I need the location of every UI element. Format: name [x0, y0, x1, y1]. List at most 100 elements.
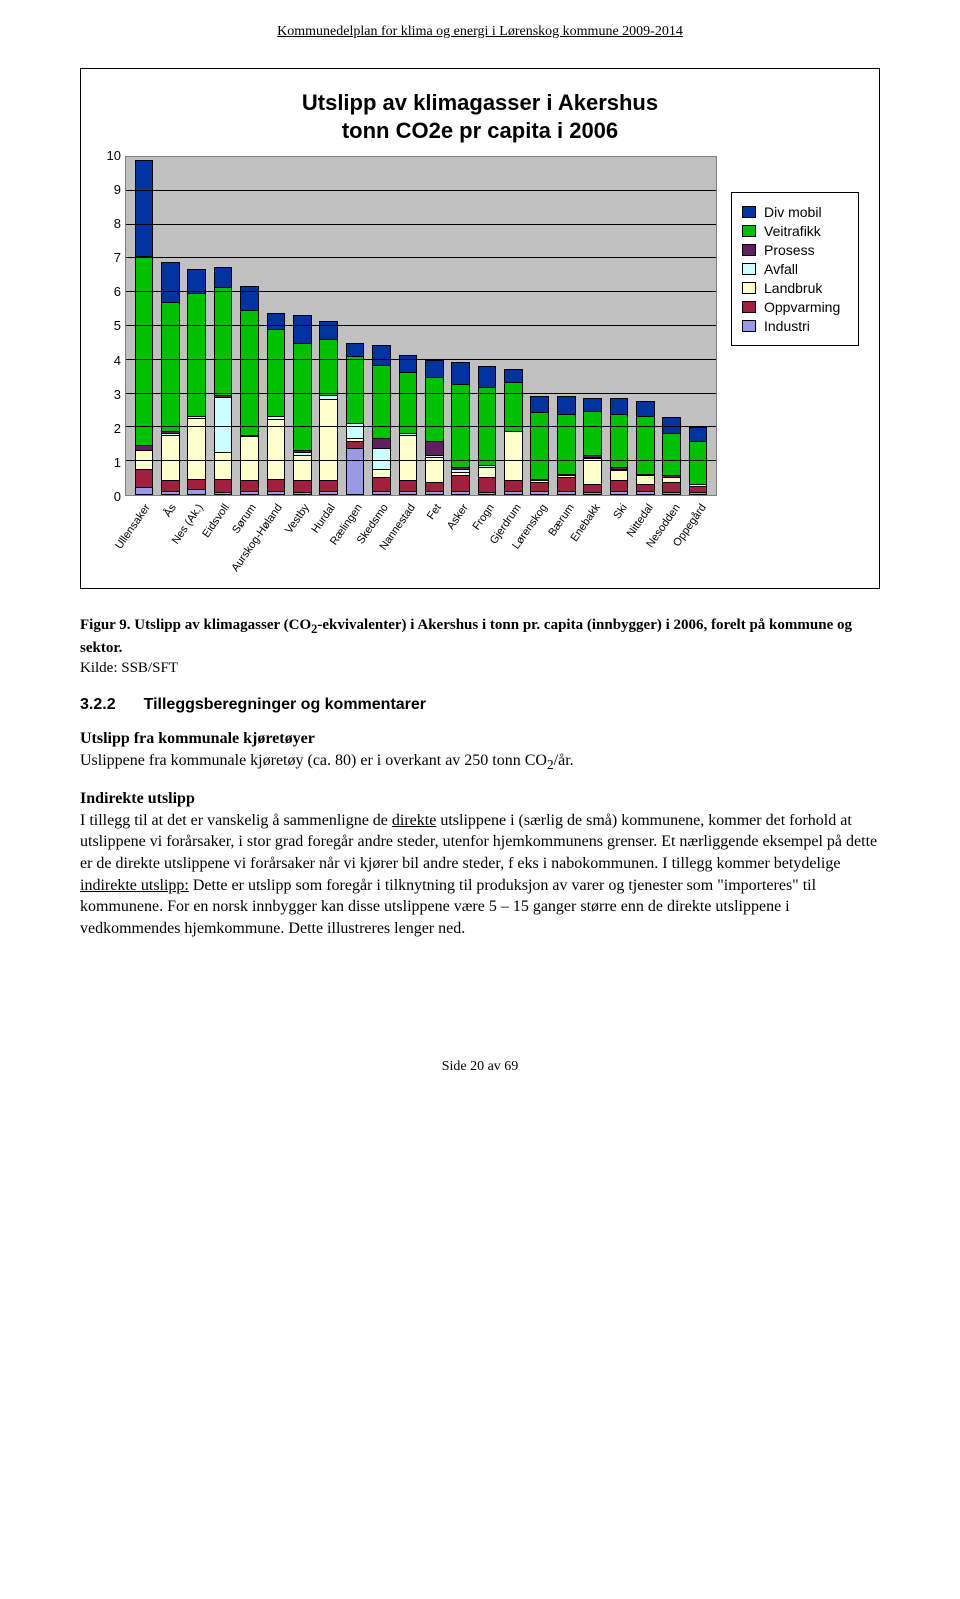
bar-slot	[449, 157, 473, 495]
bar-segment-divmobil	[347, 344, 364, 356]
bar	[267, 313, 286, 495]
para1-text-b: /år.	[554, 752, 574, 769]
bar-segment-landbruk	[373, 469, 390, 478]
bar-slot	[317, 157, 341, 495]
running-header: Kommunedelplan for klima og energi i Lør…	[80, 24, 880, 40]
bar-segment-oppvarming	[584, 484, 601, 493]
legend-label: Industri	[764, 318, 810, 334]
bar-segment-divmobil	[663, 418, 680, 433]
bar-segment-divmobil	[558, 397, 575, 414]
bar-slot	[422, 157, 446, 495]
legend-swatch	[742, 301, 756, 313]
bar-segment-oppvarming	[373, 477, 390, 491]
bar	[610, 398, 629, 495]
bar-slot	[264, 157, 288, 495]
bar-segment-divmobil	[505, 370, 522, 382]
x-label: Ullensaker	[131, 502, 155, 574]
bar-slot	[633, 157, 657, 495]
caption-lead: Figur 9. Utslipp av klimagasser (CO	[80, 617, 311, 633]
bar-segment-divmobil	[188, 270, 205, 294]
grid-line	[126, 460, 716, 461]
bar-segment-oppvarming	[162, 480, 179, 490]
bar-segment-industri	[452, 491, 469, 494]
legend-item-oppvarming: Oppvarming	[742, 299, 848, 315]
bar-slot	[211, 157, 235, 495]
bar-segment-divmobil	[215, 268, 232, 287]
bar-segment-veitrafikk	[452, 384, 469, 467]
bar-segment-industri	[426, 491, 443, 494]
bar-segment-oppvarming	[426, 482, 443, 491]
bar-segment-veitrafikk	[320, 339, 337, 395]
legend-label: Oppvarming	[764, 299, 840, 315]
grid-line	[126, 291, 716, 292]
bar-segment-veitrafikk	[347, 356, 364, 422]
bar-segment-divmobil	[373, 346, 390, 365]
bar-slot	[501, 157, 525, 495]
bar-slot	[660, 157, 684, 495]
bar-segment-landbruk	[215, 452, 232, 479]
figure-caption: Figur 9. Utslipp av klimagasser (CO2-ekv…	[80, 615, 880, 678]
bar-segment-oppvarming	[452, 475, 469, 490]
bar	[346, 343, 365, 495]
bar	[636, 401, 655, 495]
para2-u1: direkte	[392, 812, 436, 829]
plot-area	[125, 156, 717, 496]
bar-segment-oppvarming	[611, 480, 628, 490]
bar-slot	[290, 157, 314, 495]
bar-segment-landbruk	[479, 467, 496, 477]
x-label: Ski	[608, 502, 632, 574]
bar-segment-divmobil	[690, 428, 707, 442]
bar-segment-landbruk	[162, 435, 179, 481]
bar-slot	[581, 157, 605, 495]
x-label: Oppegård	[687, 502, 711, 574]
bar-segment-oppvarming	[400, 480, 417, 490]
section-title: Tilleggsberegninger og kommentarer	[144, 696, 426, 714]
bar-segment-veitrafikk	[241, 310, 258, 434]
paragraph-2: Indirekte utslipp I tillegg til at det e…	[80, 788, 880, 939]
legend-swatch	[742, 206, 756, 218]
legend-item-veitrafikk: Veitrafikk	[742, 223, 848, 239]
bar-segment-divmobil	[136, 161, 153, 256]
y-tick: 5	[101, 318, 121, 333]
legend-label: Landbruk	[764, 280, 822, 296]
bar-segment-avfall	[373, 448, 390, 468]
bar-slot	[528, 157, 552, 495]
para1-sub: 2	[547, 757, 554, 772]
bar-segment-veitrafikk	[611, 414, 628, 467]
bar-segment-oppvarming	[215, 479, 232, 493]
bar	[583, 398, 602, 495]
bar-segment-landbruk	[136, 450, 153, 469]
bar-segment-divmobil	[637, 402, 654, 416]
bar	[240, 286, 259, 495]
bar-segment-oppvarming	[188, 479, 205, 489]
bar-slot	[158, 157, 182, 495]
bar-segment-industri	[400, 491, 417, 494]
legend-swatch	[742, 225, 756, 237]
bar	[530, 396, 549, 495]
section-heading: 3.2.2 Tilleggsberegninger og kommentarer	[80, 696, 880, 714]
bar	[557, 396, 576, 495]
bar-slot	[396, 157, 420, 495]
legend-label: Avfall	[764, 261, 798, 277]
paragraph-1: Utslipp fra kommunale kjøretøyer Uslippe…	[80, 728, 880, 774]
bar-segment-veitrafikk	[162, 302, 179, 431]
grid-line	[126, 190, 716, 191]
y-tick: 3	[101, 387, 121, 402]
bar-segment-industri	[162, 491, 179, 494]
grid-line	[126, 257, 716, 258]
bar	[319, 321, 338, 495]
bar-segment-veitrafikk	[268, 329, 285, 416]
bar-slot	[686, 157, 710, 495]
grid-line	[126, 359, 716, 360]
bar-segment-industri	[584, 492, 601, 494]
bar-segment-oppvarming	[347, 441, 364, 448]
bar-segment-industri	[347, 448, 364, 494]
bar-segment-landbruk	[320, 399, 337, 481]
y-tick: 0	[101, 489, 121, 504]
para1-title: Utslipp fra kommunale kjøretøyer	[80, 730, 315, 747]
grid-line	[126, 224, 716, 225]
grid-line	[126, 325, 716, 326]
y-tick: 8	[101, 216, 121, 231]
bar-segment-industri	[558, 491, 575, 494]
chart-legend: Div mobilVeitrafikkProsessAvfallLandbruk…	[731, 192, 859, 346]
